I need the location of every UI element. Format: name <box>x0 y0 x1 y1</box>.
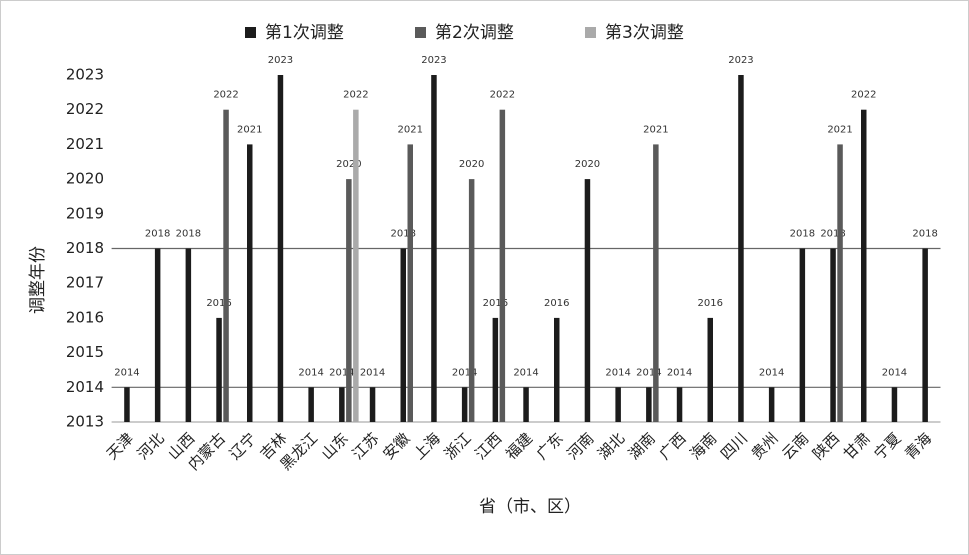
bar <box>738 75 744 422</box>
data-label: 2014 <box>298 367 323 378</box>
bar <box>431 75 437 422</box>
y-axis-title: 调整年份 <box>28 246 48 314</box>
bar <box>407 144 413 422</box>
bar <box>216 317 222 422</box>
data-label: 2020 <box>336 159 361 170</box>
bar <box>185 248 192 422</box>
data-label: 2018 <box>820 229 845 240</box>
data-label: 2014 <box>759 367 784 378</box>
data-label: 2021 <box>827 124 852 135</box>
bar <box>369 387 376 422</box>
y-tick-label: 2021 <box>66 135 104 153</box>
data-label: 2014 <box>114 367 139 378</box>
data-label: 2021 <box>398 124 423 135</box>
data-label: 2016 <box>698 298 723 309</box>
bar <box>523 387 529 422</box>
y-tick-label: 2022 <box>66 100 104 118</box>
data-label: 2016 <box>206 298 231 309</box>
data-label: 2014 <box>636 367 661 378</box>
bar <box>277 75 284 422</box>
bar <box>247 144 253 422</box>
bar <box>124 387 130 422</box>
data-label: 2018 <box>145 229 170 240</box>
y-tick-label: 2020 <box>66 170 104 188</box>
bar <box>830 248 836 422</box>
data-label: 2014 <box>360 367 385 378</box>
legend-swatch <box>245 27 256 38</box>
data-label: 2021 <box>643 124 668 135</box>
bar <box>707 317 713 422</box>
data-label: 2016 <box>544 298 569 309</box>
bar <box>861 109 867 422</box>
bar <box>768 387 775 422</box>
data-label: 2022 <box>213 90 238 101</box>
bar <box>646 387 652 422</box>
y-tick-label: 2016 <box>66 308 104 326</box>
data-label: 2014 <box>452 367 477 378</box>
y-tick-label: 2015 <box>66 343 104 361</box>
data-label: 2014 <box>605 367 630 378</box>
data-label: 2014 <box>667 367 692 378</box>
y-tick-label: 2014 <box>66 378 104 396</box>
bar <box>799 248 806 422</box>
data-label: 2022 <box>851 90 876 101</box>
data-label: 2014 <box>329 367 354 378</box>
bar <box>922 248 928 422</box>
data-label: 2022 <box>343 90 368 101</box>
legend-label: 第2次调整 <box>435 23 514 43</box>
data-label: 2014 <box>513 367 538 378</box>
data-label: 2018 <box>391 229 416 240</box>
bar <box>346 179 352 422</box>
data-label: 2021 <box>237 124 262 135</box>
data-label: 2022 <box>490 90 515 101</box>
legend-swatch <box>585 27 596 38</box>
data-label: 2023 <box>268 55 293 66</box>
legend-swatch <box>415 27 426 38</box>
bar <box>554 317 560 422</box>
bar <box>308 387 314 422</box>
bar <box>676 387 683 422</box>
data-label: 2023 <box>421 55 446 66</box>
data-label: 2014 <box>882 367 907 378</box>
data-label: 2023 <box>728 55 753 66</box>
bar <box>615 387 621 422</box>
data-label: 2018 <box>912 229 937 240</box>
data-label: 2020 <box>459 159 484 170</box>
y-tick-label: 2018 <box>66 239 104 257</box>
bar <box>461 387 468 422</box>
bar <box>154 248 161 422</box>
bar <box>492 317 499 422</box>
bar <box>339 387 345 422</box>
bar <box>468 179 475 422</box>
bar <box>499 109 506 422</box>
x-axis-title: 省（市、区） <box>479 497 581 517</box>
data-label: 2018 <box>790 229 815 240</box>
bar <box>584 179 591 422</box>
legend-label: 第3次调整 <box>605 23 684 43</box>
data-label: 2020 <box>575 159 600 170</box>
legend-label: 第1次调整 <box>265 23 344 43</box>
bar <box>653 144 659 422</box>
y-tick-label: 2023 <box>66 66 104 84</box>
bar <box>223 109 229 422</box>
y-tick-label: 2013 <box>66 413 104 431</box>
bar <box>891 387 898 422</box>
y-tick-label: 2017 <box>66 274 104 292</box>
data-label: 2016 <box>483 298 508 309</box>
bar <box>353 109 359 422</box>
data-label: 2018 <box>176 229 201 240</box>
bar <box>400 248 406 422</box>
bar <box>837 144 843 422</box>
y-tick-label: 2019 <box>66 204 104 222</box>
